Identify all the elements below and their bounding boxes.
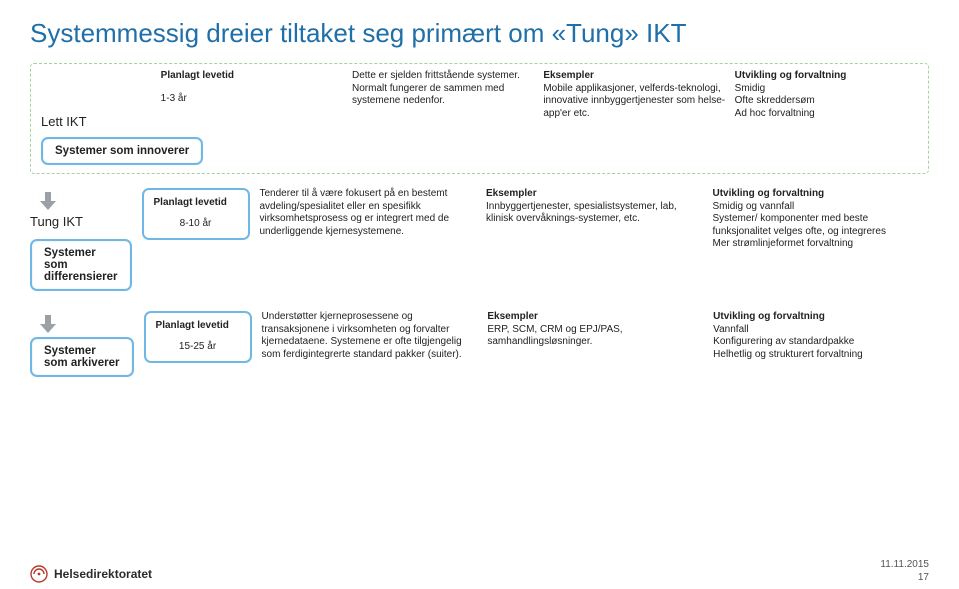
tung-diff-utv: Utvikling og forvaltning Smidig og vannf… [713,188,930,251]
tung-diff-eks: Eksempler Innbyggertjenester, spesialist… [486,188,703,251]
slide: Systemmessig dreier tiltaket seg primært… [0,0,959,589]
footer-page: 17 [880,572,929,583]
tung-ark-eks: Eksempler ERP, SCM, CRM og EPJ/PAS, samh… [487,311,703,361]
logo-icon [30,565,48,583]
tung-section-label: Tung IKT [30,214,132,229]
lett-eks-head: Eksempler [543,70,594,81]
lett-eks-body: Mobile applikasjoner, velferds-teknologi… [543,83,725,119]
lett-levetid-val: 1-3 år [161,93,187,104]
lett-ikt-label: Lett IKT [41,70,151,129]
tung-ark-lev-head: Planlagt levetid [156,319,240,332]
lett-badge: Systemer som innoverer [41,137,203,165]
tung-diff-utv-head: Utvikling og forvaltning [713,188,825,199]
lett-eksempler: Eksempler Mobile applikasjoner, velferds… [543,70,726,120]
tung-row-ark: Systemer som arkiverer Planlagt levetid … [30,311,929,377]
tung-ark-left: Systemer som arkiverer [30,311,134,377]
lett-desc: Dette er sjelden frittstående systemer. … [352,70,535,120]
tung-ark-badge: Systemer som arkiverer [30,337,134,377]
tung-ark-levetid-box: Planlagt levetid 15-25 år [144,311,252,363]
org-logo: Helsedirektoratet [30,565,152,583]
tung-diff-levetid-box: Planlagt levetid 8-10 år [142,188,250,240]
tung-diff-lev-val: 8-10 år [154,217,238,230]
tung-ark-utv: Utvikling og forvaltning VannfallKonfigu… [713,311,929,361]
footer: Helsedirektoratet 11.11.2015 17 [30,559,929,583]
footer-right: 11.11.2015 17 [880,559,929,583]
arrow-down-icon [40,192,56,210]
lett-utvikling: Utvikling og forvaltning SmidigOfte skre… [735,70,918,120]
lett-utv-body: SmidigOfte skreddersømAd hoc forvaltning [735,83,815,119]
slide-title: Systemmessig dreier tiltaket seg primært… [30,18,929,49]
lett-ikt-info: Planlagt levetid 1-3 år Dette er sjelden… [161,70,918,120]
tung-ark-info: Understøtter kjerneprosessene og transak… [262,311,929,361]
tung-ark-utv-head: Utvikling og forvaltning [713,311,825,322]
tung-ark-utv-body: VannfallKonfigurering av standardpakkeHe… [713,324,863,360]
arrow-down-icon [40,315,56,333]
tung-diff-utv-body: Smidig og vannfallSystemer/ komponenter … [713,201,886,250]
lett-ikt-group: Lett IKT Planlagt levetid 1-3 år Dette e… [30,63,929,174]
footer-date: 11.11.2015 [880,559,929,570]
tung-left-col: Tung IKT Systemer som differensierer [30,188,132,291]
tung-diff-desc: Tenderer til å være fokusert på en beste… [260,188,477,251]
tung-row-diff: Tung IKT Systemer som differensierer Pla… [30,188,929,291]
lett-utv-head: Utvikling og forvaltning [735,70,847,81]
lett-badge-wrap: Systemer som innoverer [41,137,918,165]
org-name: Helsedirektoratet [54,567,152,581]
tung-diff-info: Tenderer til å være fokusert på en beste… [260,188,930,251]
tung-diff-lev-head: Planlagt levetid [154,196,238,209]
tung-diff-eks-body: Innbyggertjenester, spesialistsystemer, … [486,201,677,225]
lett-ikt-row: Lett IKT Planlagt levetid 1-3 år Dette e… [41,70,918,129]
tung-ark-lev-val: 15-25 år [156,340,240,353]
tung-ark-eks-body: ERP, SCM, CRM og EPJ/PAS, samhandlingslø… [487,324,622,348]
tung-diff-badge: Systemer som differensierer [30,239,132,291]
lett-levetid: Planlagt levetid 1-3 år [161,70,344,120]
tung-diff-eks-head: Eksempler [486,188,537,199]
tung-ark-eks-head: Eksempler [487,311,538,322]
tung-ark-desc: Understøtter kjerneprosessene og transak… [262,311,478,361]
lett-levetid-head: Planlagt levetid [161,70,234,81]
